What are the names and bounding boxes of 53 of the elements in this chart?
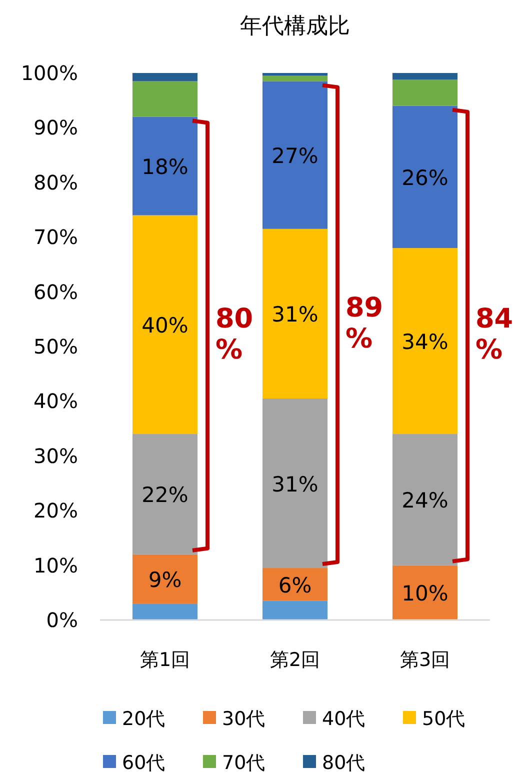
y-tick-label: 70% [34,225,78,250]
bar [262,600,328,620]
data-label: 40% [142,314,188,338]
y-tick-label: 30% [34,444,78,468]
legend-label: 80代 [322,752,366,774]
x-tick-label: 第1回 [140,649,190,671]
legend-label: 40代 [322,708,366,730]
y-tick-label: 50% [34,334,78,358]
y-tick-label: 100% [20,61,78,85]
annotation: 84% [476,304,514,366]
data-label: 24% [402,488,448,513]
bar [132,116,198,216]
bar [392,106,458,248]
data-label: 31% [272,302,318,327]
legend-label: 50代 [422,708,466,730]
annotation: 89% [346,292,384,355]
bar [262,81,328,229]
x-tick-label: 第2回 [270,649,320,671]
bar [132,81,198,117]
annotation: 80% [216,304,254,366]
bar [262,76,328,82]
legend-label: 60代 [122,752,166,774]
data-label: 18% [142,154,188,179]
data-label: 26% [402,166,448,190]
legend-label: 70代 [222,752,266,774]
bar [392,434,458,566]
x-tick-label: 第3回 [400,649,450,671]
data-label: 31% [272,472,318,496]
y-tick-label: 60% [34,280,78,304]
bar [392,565,458,620]
y-tick-label: 80% [34,170,78,194]
y-tick-label: 10% [34,553,78,578]
legend-label: 20代 [122,708,166,730]
y-tick-label: 90% [34,116,78,140]
bar [132,554,198,604]
bar [392,80,458,106]
y-tick-label: 0% [46,608,78,632]
y-tick-label: 40% [34,389,78,414]
data-label: 10% [402,582,448,606]
bar [132,434,198,554]
data-label: 22% [142,483,188,508]
bar [132,73,198,82]
bar [262,568,328,601]
bar [262,73,328,76]
data-label: 34% [402,330,448,354]
data-label: 6% [278,573,312,598]
data-label: 27% [272,144,318,168]
bar [132,604,198,620]
legend-label: 30代 [222,708,266,730]
bar [392,73,458,80]
data-label: 9% [148,568,182,592]
chart-title: 年代構成比 [240,14,350,39]
y-tick-label: 20% [34,498,78,523]
